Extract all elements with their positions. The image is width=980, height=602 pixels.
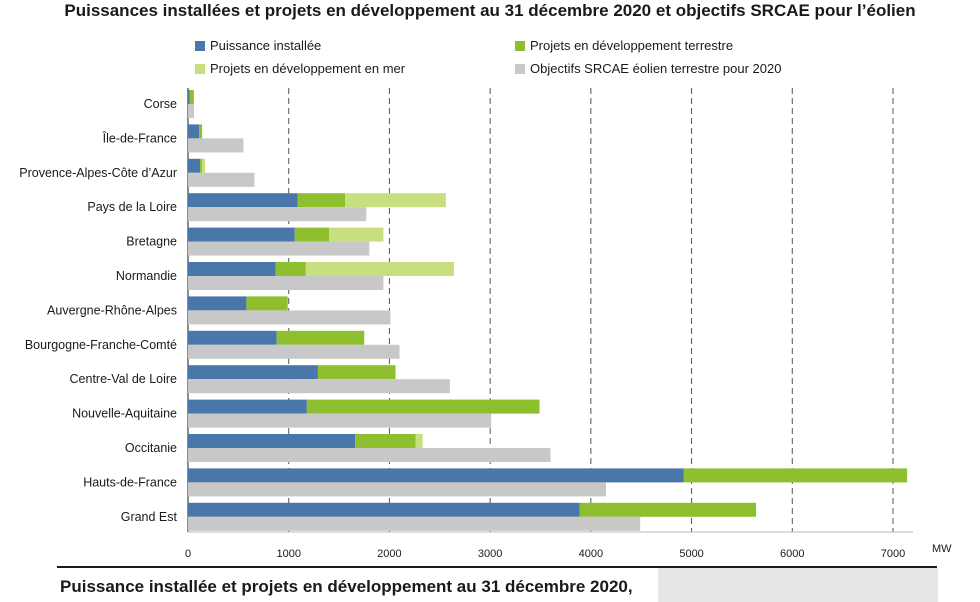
bar-srcae-objective xyxy=(188,172,255,187)
bar-srcae-objective xyxy=(188,516,641,531)
bar-srcae-objective xyxy=(188,310,391,325)
legend-label-onshore-projects: Projets en développement terrestre xyxy=(530,38,734,53)
x-tick-label: 3000 xyxy=(478,548,502,560)
category-label: Centre-Val de Loire xyxy=(70,372,178,386)
category-label: Corse xyxy=(144,97,177,111)
bar-projets-en-d-veloppement-terrestre xyxy=(317,365,396,380)
bar-puissance-install-e xyxy=(188,158,201,173)
bar-projets-en-d-veloppement-terrestre xyxy=(297,193,346,208)
legend-label-offshore-projects: Projets en développement en mer xyxy=(210,61,406,76)
category-label: Nouvelle-Aquitaine xyxy=(72,407,177,421)
bar-projets-en-d-veloppement-terrestre xyxy=(355,434,416,448)
legend-swatch-srcae-objective xyxy=(515,64,525,74)
bar-srcae-objective xyxy=(188,104,195,118)
x-tick-label: 5000 xyxy=(679,548,703,560)
bar-puissance-install-e xyxy=(188,434,356,448)
bar-srcae-objective xyxy=(188,276,384,290)
bar-projets-en-d-veloppement-en-mer xyxy=(345,193,446,208)
bar-puissance-install-e xyxy=(188,330,277,345)
category-label: Provence-Alpes-Côte d’Azur xyxy=(19,166,177,180)
x-axis-unit-label: MW xyxy=(932,543,952,555)
bar-puissance-install-e xyxy=(188,399,307,414)
category-label: Bourgogne-Franche-Comté xyxy=(25,338,177,352)
bar-projets-en-d-veloppement-terrestre xyxy=(276,330,365,345)
legend-swatch-offshore-projects xyxy=(195,64,205,74)
bar-projets-en-d-veloppement-en-mer xyxy=(305,262,454,276)
bar-srcae-objective xyxy=(188,448,551,462)
x-tick-label: 7000 xyxy=(881,548,905,560)
bar-projets-en-d-veloppement-terrestre xyxy=(199,124,203,139)
category-label: Bretagne xyxy=(126,235,177,249)
x-tick-label: 0 xyxy=(185,548,191,560)
category-label: Auvergne-Rhône-Alpes xyxy=(47,303,177,317)
category-label: Hauts-de-France xyxy=(83,475,177,489)
category-label: Île-de-France xyxy=(102,130,177,145)
x-tick-label: 1000 xyxy=(276,548,300,560)
category-label: Pays de la Loire xyxy=(87,200,177,214)
bar-puissance-install-e xyxy=(188,262,276,276)
bar-projets-en-d-veloppement-terrestre xyxy=(275,262,306,276)
legend-swatch-installed xyxy=(195,41,205,51)
bar-puissance-install-e xyxy=(188,296,247,311)
legend-label-installed: Puissance installée xyxy=(210,38,322,53)
bar-projets-en-d-veloppement-terrestre xyxy=(306,399,540,414)
x-tick-label: 4000 xyxy=(579,548,603,560)
bar-puissance-install-e xyxy=(188,365,318,380)
bar-projets-en-d-veloppement-en-mer xyxy=(329,227,384,242)
bar-puissance-install-e xyxy=(188,90,190,104)
bar-srcae-objective xyxy=(188,138,244,153)
bar-srcae-objective xyxy=(188,241,370,256)
bar-projets-en-d-veloppement-en-mer xyxy=(415,434,423,448)
bar-puissance-install-e xyxy=(188,468,684,483)
bar-projets-en-d-veloppement-terrestre xyxy=(200,158,203,173)
footer-divider xyxy=(57,566,937,568)
bar-projets-en-d-veloppement-en-mer xyxy=(202,158,206,173)
bar-srcae-objective xyxy=(188,379,450,394)
legend-swatch-onshore-projects xyxy=(515,41,525,51)
legend-label-srcae-objective: Objectifs SRCAE éolien terrestre pour 20… xyxy=(530,61,782,76)
x-tick-label: 6000 xyxy=(780,548,804,560)
category-label: Normandie xyxy=(116,269,177,283)
footer-title: Puissance installée et projets en dévelo… xyxy=(60,577,633,596)
category-label: Grand Est xyxy=(121,510,178,524)
bar-projets-en-d-veloppement-terrestre xyxy=(246,296,288,311)
bar-projets-en-d-veloppement-terrestre xyxy=(683,468,908,483)
chart-title: Puissances installées et projets en déve… xyxy=(64,1,916,20)
bar-puissance-install-e xyxy=(188,227,295,242)
bar-puissance-install-e xyxy=(188,502,580,517)
bar-projets-en-d-veloppement-terrestre xyxy=(189,90,194,104)
x-tick-label: 2000 xyxy=(377,548,401,560)
bar-srcae-objective xyxy=(188,207,367,222)
bar-srcae-objective xyxy=(188,482,606,497)
footer-panel xyxy=(658,568,938,602)
bar-srcae-objective xyxy=(188,344,400,359)
bar-projets-en-d-veloppement-terrestre xyxy=(294,227,329,242)
bar-srcae-objective xyxy=(188,413,492,428)
category-label: Occitanie xyxy=(125,441,177,455)
bar-projets-en-d-veloppement-terrestre xyxy=(579,502,757,517)
bar-puissance-install-e xyxy=(188,193,298,208)
bar-puissance-install-e xyxy=(188,124,200,139)
